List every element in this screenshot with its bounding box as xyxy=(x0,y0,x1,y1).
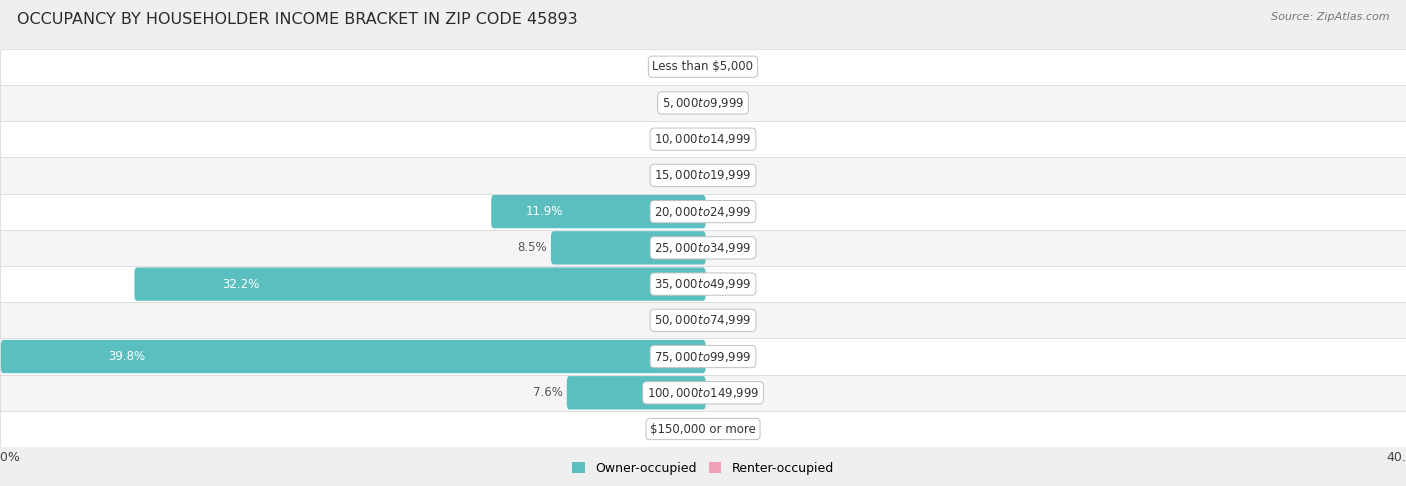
Text: 0.0%: 0.0% xyxy=(710,386,740,399)
Bar xyxy=(0,266,1406,302)
Bar xyxy=(0,157,1406,193)
Text: 0.0%: 0.0% xyxy=(710,422,740,435)
Text: 7.6%: 7.6% xyxy=(533,386,562,399)
Text: $75,000 to $99,999: $75,000 to $99,999 xyxy=(654,349,752,364)
Text: 0.0%: 0.0% xyxy=(666,96,696,109)
Text: $100,000 to $149,999: $100,000 to $149,999 xyxy=(647,386,759,400)
Text: 39.8%: 39.8% xyxy=(108,350,146,363)
Text: 0.0%: 0.0% xyxy=(710,242,740,254)
Bar xyxy=(0,49,1406,85)
Text: $150,000 or more: $150,000 or more xyxy=(650,422,756,435)
Text: 0.0%: 0.0% xyxy=(710,133,740,146)
Text: 0.0%: 0.0% xyxy=(666,169,696,182)
Text: 0.0%: 0.0% xyxy=(666,60,696,73)
Text: $25,000 to $34,999: $25,000 to $34,999 xyxy=(654,241,752,255)
Text: 0.0%: 0.0% xyxy=(710,205,740,218)
FancyBboxPatch shape xyxy=(135,267,706,301)
Text: 0.0%: 0.0% xyxy=(666,133,696,146)
FancyBboxPatch shape xyxy=(567,376,706,409)
FancyBboxPatch shape xyxy=(491,195,706,228)
Bar xyxy=(0,121,1406,157)
Text: 0.0%: 0.0% xyxy=(666,314,696,327)
Text: 32.2%: 32.2% xyxy=(222,278,259,291)
Text: 0.0%: 0.0% xyxy=(710,169,740,182)
Bar xyxy=(0,375,1406,411)
Bar xyxy=(0,411,1406,447)
Bar xyxy=(0,302,1406,338)
Text: $15,000 to $19,999: $15,000 to $19,999 xyxy=(654,169,752,182)
Text: $20,000 to $24,999: $20,000 to $24,999 xyxy=(654,205,752,219)
Text: Less than $5,000: Less than $5,000 xyxy=(652,60,754,73)
Text: OCCUPANCY BY HOUSEHOLDER INCOME BRACKET IN ZIP CODE 45893: OCCUPANCY BY HOUSEHOLDER INCOME BRACKET … xyxy=(17,12,578,27)
Bar xyxy=(0,230,1406,266)
Text: 0.0%: 0.0% xyxy=(710,350,740,363)
Text: 0.0%: 0.0% xyxy=(666,422,696,435)
Text: $50,000 to $74,999: $50,000 to $74,999 xyxy=(654,313,752,327)
Text: 0.0%: 0.0% xyxy=(710,278,740,291)
Text: $10,000 to $14,999: $10,000 to $14,999 xyxy=(654,132,752,146)
Bar xyxy=(0,338,1406,375)
Text: $35,000 to $49,999: $35,000 to $49,999 xyxy=(654,277,752,291)
FancyBboxPatch shape xyxy=(551,231,706,264)
Text: 0.0%: 0.0% xyxy=(710,96,740,109)
Bar xyxy=(0,85,1406,121)
FancyBboxPatch shape xyxy=(1,340,706,373)
Text: 8.5%: 8.5% xyxy=(517,242,547,254)
Text: 0.0%: 0.0% xyxy=(710,60,740,73)
Bar xyxy=(0,193,1406,230)
Text: 0.0%: 0.0% xyxy=(710,314,740,327)
Text: Source: ZipAtlas.com: Source: ZipAtlas.com xyxy=(1271,12,1389,22)
Text: $5,000 to $9,999: $5,000 to $9,999 xyxy=(662,96,744,110)
Legend: Owner-occupied, Renter-occupied: Owner-occupied, Renter-occupied xyxy=(568,457,838,480)
Text: 11.9%: 11.9% xyxy=(526,205,562,218)
